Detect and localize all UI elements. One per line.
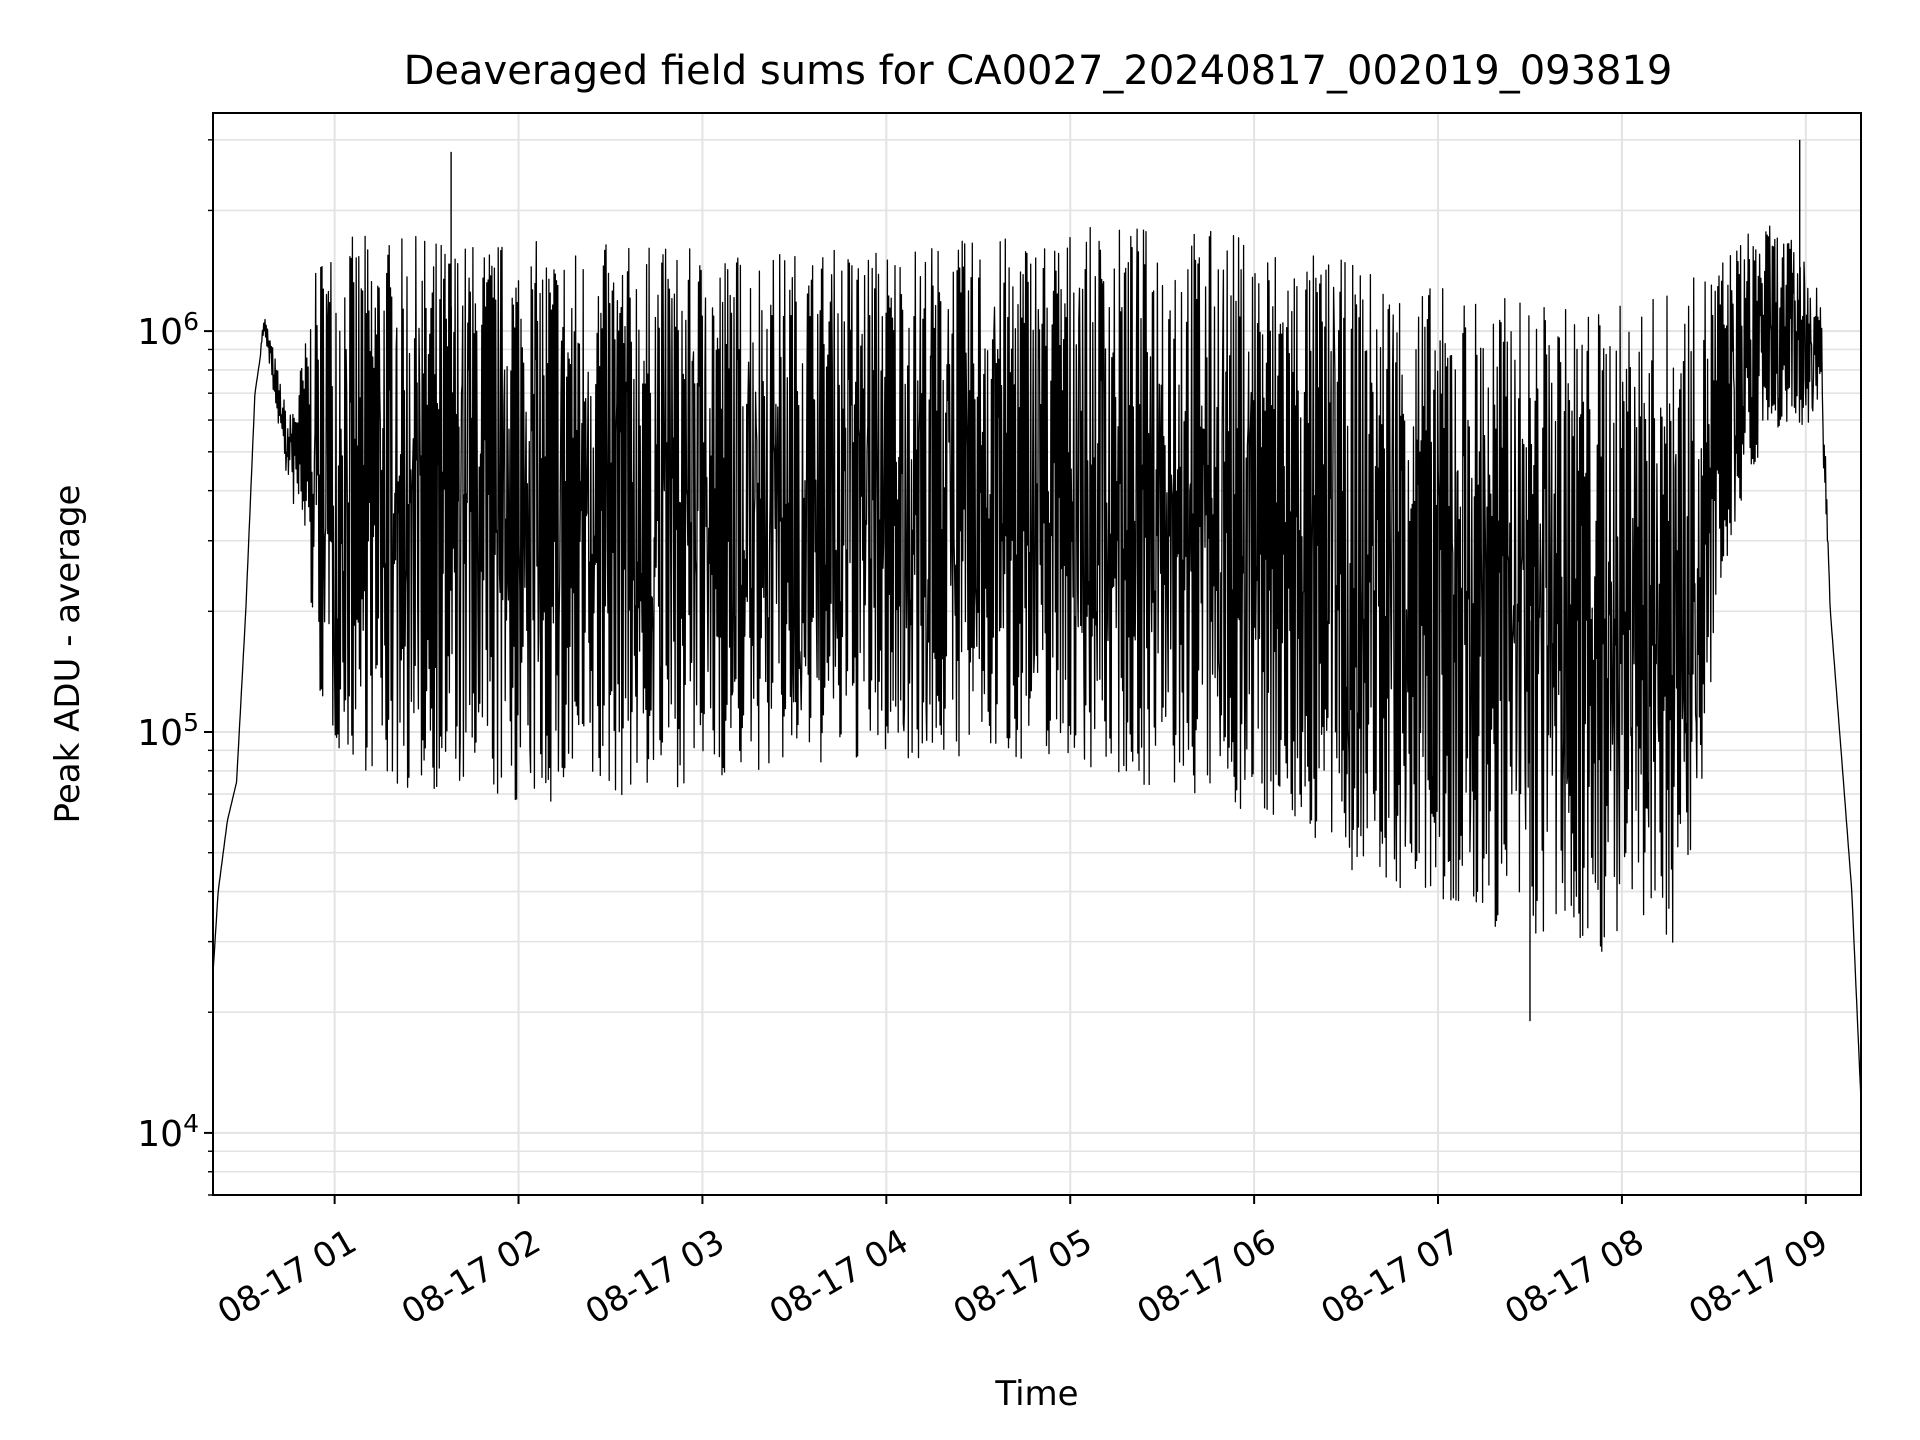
y-axis-label: Peak ADU - average [48, 485, 88, 824]
x-axis-label: Time [994, 1374, 1078, 1414]
chart-title: Deaveraged field sums for CA0027_2024081… [404, 48, 1673, 94]
